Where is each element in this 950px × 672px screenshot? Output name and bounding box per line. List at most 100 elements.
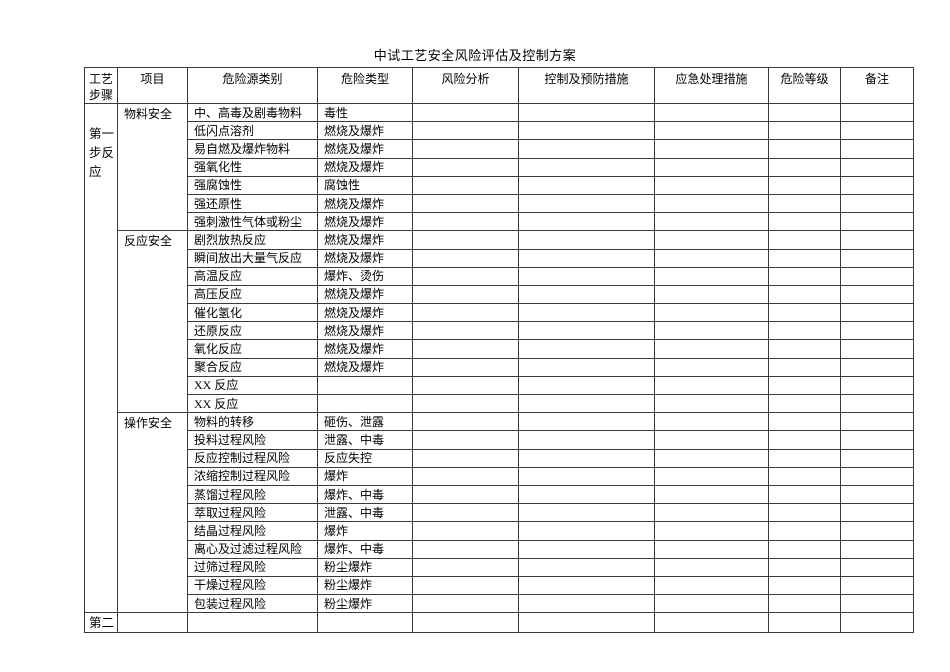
risk-analysis-cell [412, 612, 519, 634]
remark-cell [840, 175, 914, 195]
table-row: 蒸馏过程风险 爆炸、中毒 [85, 484, 914, 505]
risk-level-cell [768, 448, 841, 468]
risk-level-cell [768, 266, 841, 286]
hazard-source-cell: 催化氢化 [187, 303, 318, 323]
risk-analysis-cell [412, 193, 519, 214]
risk-analysis-cell [412, 284, 519, 305]
remark-cell [840, 484, 914, 505]
remark-cell [840, 575, 914, 596]
risk-level-cell [768, 557, 841, 577]
remark-cell [840, 339, 914, 359]
remark-cell [840, 503, 914, 523]
remark-cell [840, 612, 914, 634]
emergency-measures-cell [654, 157, 769, 177]
hazard-type-cell: 腐蚀性 [317, 175, 413, 195]
emergency-measures-cell [654, 594, 769, 614]
risk-level-cell [768, 575, 841, 596]
emergency-measures-cell [654, 102, 769, 123]
risk-level-cell [768, 612, 841, 634]
emergency-measures-cell [654, 448, 769, 468]
remark-cell [840, 357, 914, 377]
remark-cell [840, 139, 914, 159]
emergency-measures-cell [654, 503, 769, 523]
control-measures-cell [518, 412, 655, 432]
header-process-step: 工艺步骤 [84, 67, 118, 104]
emergency-measures-cell [654, 284, 769, 305]
emergency-measures-cell [654, 612, 769, 634]
header-row: 工艺步骤 项目 危险源类别 危险类型 风险分析 控制及预防措施 应急处理措施 危… [84, 67, 914, 104]
hazard-source-cell: 剧烈放热反应 [187, 230, 318, 250]
hazard-type-cell: 泄露、中毒 [317, 430, 413, 450]
remark-cell [840, 466, 914, 486]
header-risk-analysis: 风险分析 [412, 67, 519, 104]
emergency-measures-cell [654, 575, 769, 596]
emergency-measures-cell [654, 466, 769, 486]
header-remark: 备注 [840, 67, 914, 104]
hazard-source-cell: XX 反应 [187, 393, 318, 414]
risk-level-cell [768, 357, 841, 377]
risk-level-cell [768, 139, 841, 159]
hazard-type-cell: 燃烧及爆炸 [317, 284, 413, 305]
control-measures-cell [518, 284, 655, 305]
table-row: XX 反应 [85, 375, 914, 396]
header-project: 项目 [117, 67, 188, 104]
hazard-type-cell: 燃烧及爆炸 [317, 157, 413, 177]
hazard-source-cell: 蒸馏过程风险 [187, 484, 318, 505]
remark-cell [840, 539, 914, 559]
control-measures-cell [518, 521, 655, 541]
table-row: 第一步反应 物料安全 中、高毒及剧毒物料 毒性 [84, 102, 914, 614]
hazard-type-cell [317, 375, 413, 396]
table-row: 高温反应 爆炸、烫伤 [85, 266, 914, 286]
hazard-source-cell: 低闪点溶剂 [187, 121, 318, 141]
emergency-measures-cell [654, 430, 769, 450]
hazard-source-cell: 强还原性 [187, 193, 318, 214]
table-row: 投料过程风险 泄露、中毒 [85, 430, 914, 450]
control-measures-cell [518, 121, 655, 141]
control-measures-cell [518, 248, 655, 268]
risk-analysis-cell [412, 266, 519, 286]
table-row: 聚合反应 燃烧及爆炸 [85, 357, 914, 377]
hazard-type-cell: 爆炸 [317, 521, 413, 541]
hazard-type-cell: 燃烧及爆炸 [317, 193, 413, 214]
risk-analysis-cell [412, 539, 519, 559]
control-measures-cell [518, 594, 655, 614]
emergency-measures-cell [654, 484, 769, 505]
control-measures-cell [518, 539, 655, 559]
control-measures-cell [518, 448, 655, 468]
header-hazard-source: 危险源类别 [187, 67, 318, 104]
hazard-type-cell: 燃烧及爆炸 [317, 339, 413, 359]
risk-level-cell [768, 193, 841, 214]
hazard-source-cell: 聚合反应 [187, 357, 318, 377]
control-measures-cell [518, 466, 655, 486]
table-row: 强腐蚀性 腐蚀性 [85, 175, 914, 195]
hazard-type-cell: 燃烧及爆炸 [317, 121, 413, 141]
table-row: 反应安全 剧烈放热反应 燃烧及爆炸 [85, 230, 914, 414]
table-row: XX 反应 [85, 393, 914, 414]
remark-cell [840, 321, 914, 341]
risk-level-cell [768, 102, 841, 123]
table-row: 离心及过滤过程风险 爆炸、中毒 [85, 539, 914, 559]
risk-level-cell [768, 121, 841, 141]
hazard-source-cell: XX 反应 [187, 375, 318, 396]
remark-cell [840, 448, 914, 468]
table-header: 工艺步骤 项目 危险源类别 危险类型 风险分析 控制及预防措施 应急处理措施 危… [84, 67, 914, 104]
remark-cell [840, 412, 914, 432]
control-measures-cell [518, 503, 655, 523]
remark-cell [840, 521, 914, 541]
table-row: 氧化反应 燃烧及爆炸 [85, 339, 914, 359]
control-measures-cell [518, 612, 655, 634]
emergency-measures-cell [654, 375, 769, 396]
risk-level-cell [768, 539, 841, 559]
remark-cell [840, 248, 914, 268]
risk-analysis-cell [412, 557, 519, 577]
table-row: 操作安全 物料的转移 砸伤、泄露 [85, 412, 914, 614]
hazard-source-cell [187, 612, 318, 634]
hazard-source-cell: 氧化反应 [187, 339, 318, 359]
hazard-source-cell: 强氧化性 [187, 157, 318, 177]
risk-analysis-cell [412, 503, 519, 523]
table-row: 高压反应 燃烧及爆炸 [85, 284, 914, 305]
hazard-type-cell: 燃烧及爆炸 [317, 230, 413, 250]
hazard-type-cell: 反应失控 [317, 448, 413, 468]
project-label: 反应安全 [117, 230, 188, 414]
risk-table-body: 第一步反应 物料安全 中、高毒及剧毒物料 毒性 低闪点溶剂 燃烧及爆炸 易自燃及爆炸物料 燃烧… [84, 102, 914, 634]
